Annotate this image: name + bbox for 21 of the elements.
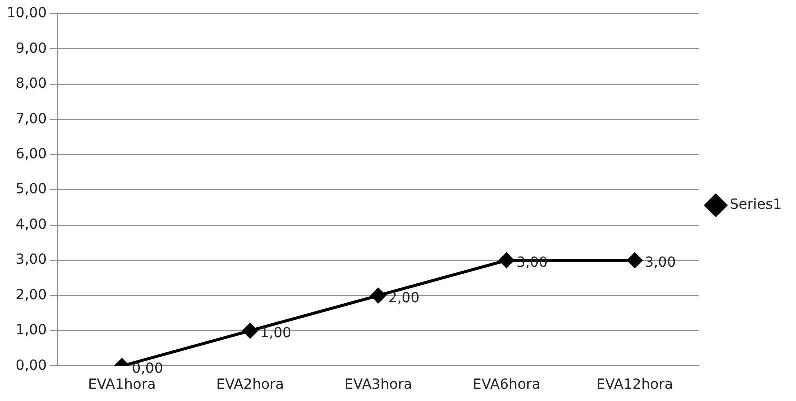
y-tick-label: 7,00: [16, 111, 48, 128]
y-tick-label: 10,00: [6, 6, 48, 22]
y-tick-label: 8,00: [16, 76, 48, 92]
y-tick-label: 4,00: [16, 216, 48, 233]
data-label: 3,00: [644, 255, 676, 272]
y-tick-label: 6,00: [16, 146, 48, 163]
x-tick-label: EVA2hora: [216, 377, 284, 394]
y-tick-label: 1,00: [16, 322, 48, 339]
data-label: 2,00: [388, 290, 420, 306]
x-tick-label: EVA12hora: [596, 377, 674, 394]
y-tick-label: 2,00: [16, 287, 48, 304]
y-tick-label: 9,00: [16, 40, 48, 57]
x-tick-label: EVA6hora: [472, 377, 541, 394]
data-label: 0,00: [132, 360, 164, 377]
legend-label: Series1: [730, 197, 782, 214]
x-tick-label: EVA3hora: [344, 377, 412, 394]
y-tick-label: 3,00: [16, 252, 48, 268]
x-tick-label: EVA1hora: [88, 377, 156, 394]
y-tick-label: 5,00: [16, 182, 48, 198]
data-label: 1,00: [260, 326, 292, 342]
y-tick-label: 0,00: [16, 358, 48, 374]
